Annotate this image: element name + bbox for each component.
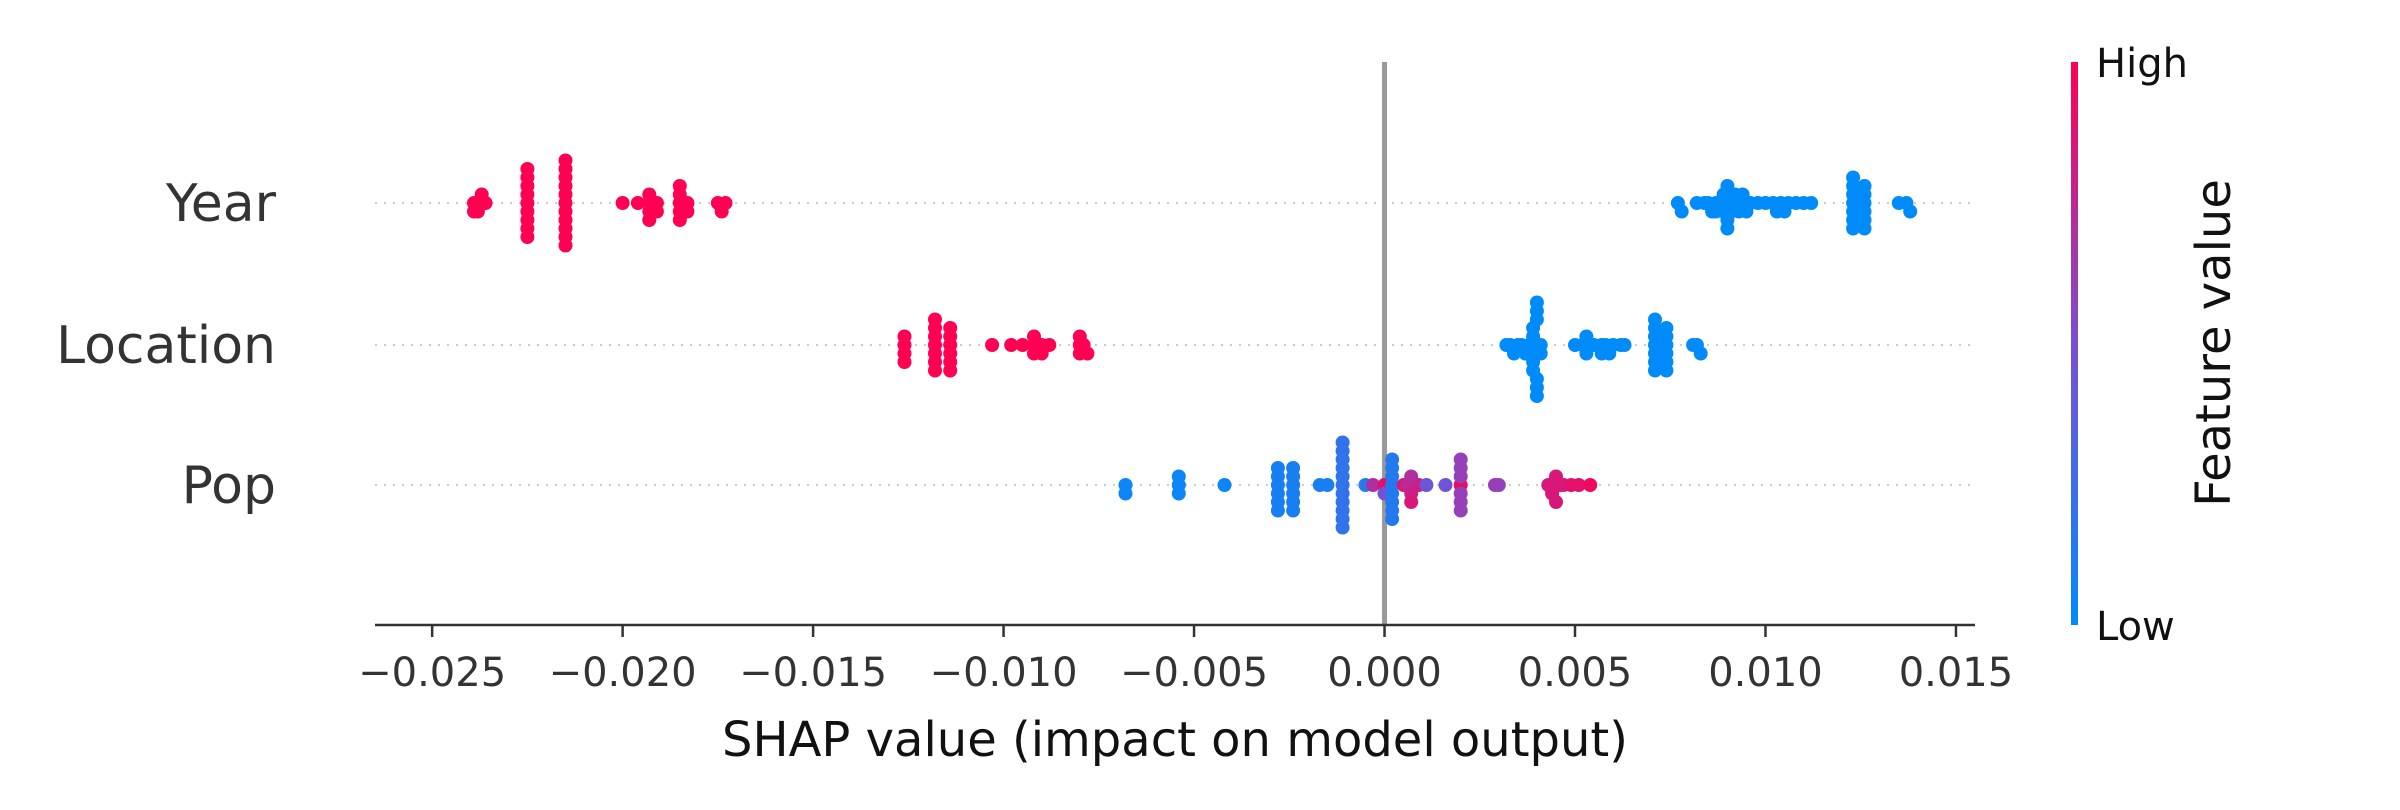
feature-label-location: Location — [56, 316, 276, 376]
shap-point-pop — [1404, 495, 1419, 509]
shap-point-year — [1846, 221, 1861, 236]
shap-point-location — [1648, 312, 1662, 327]
shap-point-location — [1080, 346, 1095, 361]
shap-point-pop — [1171, 469, 1186, 484]
shap-point-year — [680, 204, 695, 219]
feature-label-year: Year — [165, 174, 277, 234]
shap-points — [467, 153, 1918, 535]
shap-point-location — [1529, 295, 1544, 310]
feature-labels: Year Location Pop — [56, 174, 277, 516]
shap-point-location — [1617, 338, 1632, 352]
shap-point-year — [1804, 196, 1819, 210]
shap-point-location — [1659, 363, 1674, 378]
shap-point-pop — [1583, 478, 1598, 492]
shap-point-year — [718, 196, 733, 210]
shap-point-location — [943, 363, 958, 378]
shap-point-pop — [1286, 461, 1301, 475]
shap-point-year — [615, 196, 630, 210]
shap-point-location — [1529, 389, 1544, 403]
shap-point-location — [928, 363, 942, 378]
shap-point-pop — [1438, 478, 1453, 492]
shap-point-pop — [1335, 435, 1350, 450]
shap-point-year — [558, 153, 573, 168]
x-tick-label: −0.010 — [930, 650, 1078, 696]
shap-point-year — [649, 204, 664, 219]
shap-point-pop — [1385, 512, 1400, 526]
shap-point-location — [1648, 363, 1662, 378]
shap-point-pop — [1217, 478, 1232, 492]
shap-point-year — [520, 162, 535, 176]
shap-point-pop — [1453, 503, 1468, 518]
shap-point-year — [1674, 204, 1689, 219]
shap-point-pop — [1366, 478, 1381, 492]
shap-point-pop — [1385, 452, 1400, 467]
shap-point-year — [672, 179, 687, 193]
shap-point-location — [1015, 338, 1030, 352]
x-tick-label: −0.025 — [358, 650, 506, 696]
x-ticks: −0.025 −0.020 −0.015 −0.010 −0.005 0.000 0.005… — [358, 625, 2013, 696]
shap-point-year — [1720, 221, 1735, 236]
x-tick-label: −0.005 — [1120, 650, 1268, 696]
shap-point-location — [985, 338, 1000, 352]
colorbar: High Low Feature value — [2071, 41, 2242, 650]
x-tick-label: 0.010 — [1708, 650, 1823, 696]
x-tick-label: 0.000 — [1327, 650, 1442, 696]
shap-point-pop — [1171, 486, 1186, 501]
shap-point-year — [558, 238, 573, 253]
shap-point-location — [928, 312, 942, 327]
shap-point-pop — [1270, 461, 1285, 475]
shap-point-year — [1846, 170, 1861, 185]
shap-point-pop — [1286, 503, 1301, 518]
shap-point-year — [478, 196, 493, 210]
shap-point-location — [1659, 321, 1674, 335]
feature-gridlines — [375, 202, 1975, 486]
shap-point-pop — [1453, 452, 1468, 467]
colorbar-gradient — [2071, 62, 2078, 625]
shap-point-location — [897, 329, 912, 344]
x-tick-label: −0.015 — [739, 650, 887, 696]
shap-point-location — [897, 355, 912, 369]
shap-point-location — [1004, 338, 1019, 352]
shap-point-pop — [1270, 503, 1285, 518]
shap-point-pop — [1571, 478, 1586, 492]
shap-point-pop — [1335, 520, 1350, 535]
shap-point-location — [1693, 346, 1708, 361]
shap-point-pop — [1491, 478, 1506, 492]
shap-point-year — [520, 230, 535, 244]
x-axis-title: SHAP value (impact on model output) — [722, 712, 1628, 768]
x-tick-label: 0.015 — [1899, 650, 2014, 696]
feature-label-pop: Pop — [182, 456, 276, 516]
shap-point-location — [1533, 346, 1548, 361]
shap-point-pop — [1549, 495, 1563, 509]
shap-point-year — [1857, 179, 1872, 193]
shap-point-pop — [1118, 486, 1133, 501]
x-tick-label: −0.020 — [549, 650, 697, 696]
shap-point-pop — [1320, 478, 1335, 492]
colorbar-high-label: High — [2096, 41, 2188, 87]
shap-point-year — [1903, 204, 1918, 219]
colorbar-title: Feature value — [2186, 179, 2242, 507]
shap-point-location — [943, 321, 958, 335]
shap-point-location — [1042, 338, 1057, 352]
x-tick-label: 0.005 — [1518, 650, 1633, 696]
colorbar-low-label: Low — [2096, 604, 2175, 650]
shap-point-year — [630, 196, 645, 210]
shap-point-year — [1857, 221, 1872, 236]
shap-point-pop — [1419, 478, 1434, 492]
